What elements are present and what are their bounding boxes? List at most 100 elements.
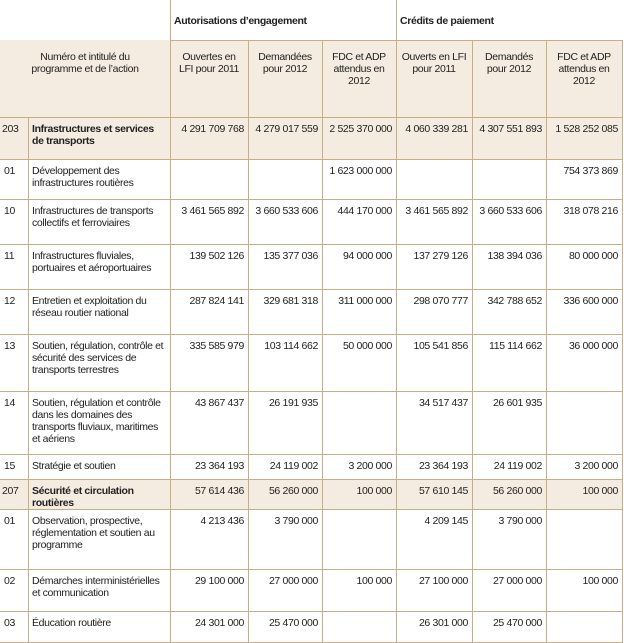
amount: 34 517 437 — [418, 397, 468, 409]
column-divider — [322, 40, 323, 643]
amount: 3 660 533 606 — [255, 205, 318, 217]
amount: 3 461 565 892 — [405, 205, 468, 217]
row-number: 15 — [4, 460, 15, 472]
programme-bg — [0, 480, 622, 510]
amount: 3 790 000 — [274, 515, 318, 527]
row-label: Stratégie et soutien — [32, 460, 116, 472]
amount: 4 279 017 559 — [255, 123, 318, 135]
column-divider — [622, 40, 623, 643]
column-divider — [248, 40, 249, 643]
header-bg — [0, 40, 622, 118]
amount: 23 364 193 — [194, 460, 244, 472]
amount: 335 585 979 — [189, 340, 244, 352]
amount: 56 260 000 — [492, 485, 542, 497]
row-label: Infrastructures et services de transport… — [32, 123, 154, 147]
amount: 24 119 002 — [493, 460, 543, 472]
row-label: Observation, prospective, réglementation… — [32, 515, 155, 551]
amount: 336 600 000 — [563, 295, 618, 307]
group-divider — [170, 0, 171, 40]
row-label: Soutien, régulation, contrôle et sécurit… — [32, 340, 164, 376]
column-header: FDC et ADP attendus en 2012 — [557, 51, 611, 87]
amount: 43 867 437 — [194, 397, 244, 409]
row-rule — [0, 199, 622, 200]
row-rule — [0, 611, 622, 612]
amount: 26 601 935 — [492, 397, 542, 409]
amount: 57 614 436 — [194, 485, 244, 497]
row-label: Démarches interministérielles et communi… — [32, 575, 160, 599]
amount: 100 000 — [356, 575, 392, 587]
amount: 287 824 141 — [189, 295, 244, 307]
amount: 50 000 000 — [342, 340, 392, 352]
amount: 100 000 — [582, 485, 618, 497]
column-header: Numéro et intitulé du programme et de l’… — [31, 51, 139, 75]
group-header: Autorisations d’engagement — [174, 15, 307, 27]
amount: 24 301 000 — [194, 617, 244, 629]
column-divider — [28, 118, 29, 643]
amount: 103 114 662 — [264, 340, 318, 352]
column-header: Ouvertes en LFI pour 2011 — [178, 51, 240, 75]
amount: 4 060 339 281 — [405, 123, 468, 135]
amount: 105 541 856 — [413, 340, 468, 352]
group-divider — [396, 0, 397, 40]
amount: 25 470 000 — [268, 617, 318, 629]
amount: 1 623 000 000 — [329, 165, 392, 177]
row-rule — [0, 334, 622, 335]
row-rule — [0, 479, 622, 480]
amount: 754 373 869 — [563, 165, 618, 177]
amount: 23 364 193 — [418, 460, 468, 472]
row-rule — [0, 244, 622, 245]
row-number: 13 — [4, 340, 15, 352]
row-rule — [0, 159, 622, 160]
amount: 56 260 000 — [268, 485, 318, 497]
column-divider — [472, 40, 473, 643]
amount: 3 200 000 — [574, 460, 618, 472]
row-label: Entretien et exploitation du réseau rout… — [32, 295, 147, 319]
row-number: 12 — [4, 295, 15, 307]
row-label: Infrastructures fluviales, portuaires et… — [32, 250, 152, 274]
column-header: FDC et ADP attendus en 2012 — [332, 51, 386, 87]
group-header: Crédits de paiement — [400, 15, 494, 27]
row-label: Infrastructures de transports collectifs… — [32, 205, 154, 229]
amount: 3 461 565 892 — [181, 205, 244, 217]
amount: 3 200 000 — [348, 460, 392, 472]
row-number: 03 — [4, 617, 15, 629]
row-number: 10 — [4, 205, 15, 217]
row-number: 207 — [2, 485, 19, 497]
amount: 3 660 533 606 — [479, 205, 542, 217]
programme-bg — [0, 118, 622, 160]
row-rule — [0, 289, 622, 290]
amount: 4 307 551 893 — [479, 123, 542, 135]
amount: 4 291 709 768 — [181, 123, 244, 135]
column-divider — [546, 40, 547, 643]
amount: 135 377 036 — [263, 250, 318, 262]
amount: 36 000 000 — [568, 340, 618, 352]
row-label: Développement des infrastructures routiè… — [32, 165, 134, 189]
amount: 342 788 652 — [487, 295, 542, 307]
amount: 27 000 000 — [268, 575, 318, 587]
amount: 311 000 000 — [338, 295, 392, 307]
amount: 298 070 777 — [413, 295, 468, 307]
amount: 3 790 000 — [498, 515, 542, 527]
row-number: 02 — [4, 575, 15, 587]
column-header: Demandées pour 2012 — [258, 51, 312, 75]
amount: 27 000 000 — [492, 575, 542, 587]
amount: 29 100 000 — [194, 575, 244, 587]
amount: 4 213 436 — [200, 515, 244, 527]
row-label: Sécurité et circulation routières — [32, 485, 134, 509]
amount: 138 394 036 — [487, 250, 542, 262]
amount: 80 000 000 — [568, 250, 618, 262]
row-number: 14 — [4, 397, 15, 409]
row-rule — [0, 454, 622, 455]
amount: 137 279 126 — [413, 250, 468, 262]
amount: 26 301 000 — [418, 617, 468, 629]
row-number: 11 — [4, 250, 15, 262]
amount: 25 470 000 — [492, 617, 542, 629]
amount: 329 681 318 — [263, 295, 318, 307]
amount: 444 170 000 — [337, 205, 392, 217]
amount: 100 000 — [582, 575, 618, 587]
row-label: Soutien, régulation et contrôle dans les… — [32, 397, 161, 445]
amount: 100 000 — [356, 485, 392, 497]
row-rule — [0, 569, 622, 570]
amount: 26 191 935 — [268, 397, 318, 409]
